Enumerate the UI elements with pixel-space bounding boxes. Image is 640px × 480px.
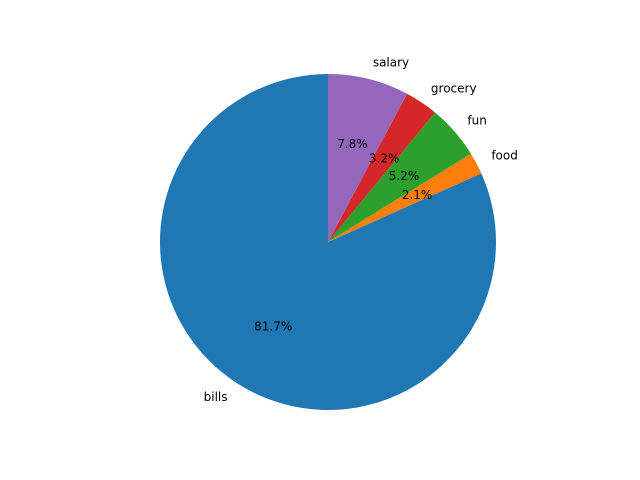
pie-category-label-salary: salary bbox=[373, 56, 409, 70]
pie-category-label-grocery: grocery bbox=[431, 82, 477, 96]
pie-category-label-food: food bbox=[491, 149, 518, 163]
slices-layer bbox=[159, 74, 496, 410]
pie-slice-food bbox=[328, 153, 482, 242]
pie-pct-label-salary: 7.8% bbox=[337, 137, 368, 151]
pie-pct-label-grocery: 3.2% bbox=[369, 151, 400, 165]
pie-pct-label-fun: 5.2% bbox=[389, 169, 420, 183]
pie-pct-label-bills: 81.7% bbox=[254, 320, 292, 334]
labels-layer: 81.7% bills 2.1% food 5.2% fun 3.2% grocery 7.8%… bbox=[204, 56, 518, 404]
pie-category-label-fun: fun bbox=[467, 114, 486, 128]
pie-slice-bills bbox=[159, 74, 496, 410]
pie-slice-grocery bbox=[328, 93, 436, 242]
pie-pct-label-food: 2.1% bbox=[402, 188, 433, 202]
pie-slice-salary bbox=[328, 74, 408, 242]
pie-category-label-bills: bills bbox=[204, 390, 228, 404]
pie-slice-fun bbox=[328, 112, 471, 242]
